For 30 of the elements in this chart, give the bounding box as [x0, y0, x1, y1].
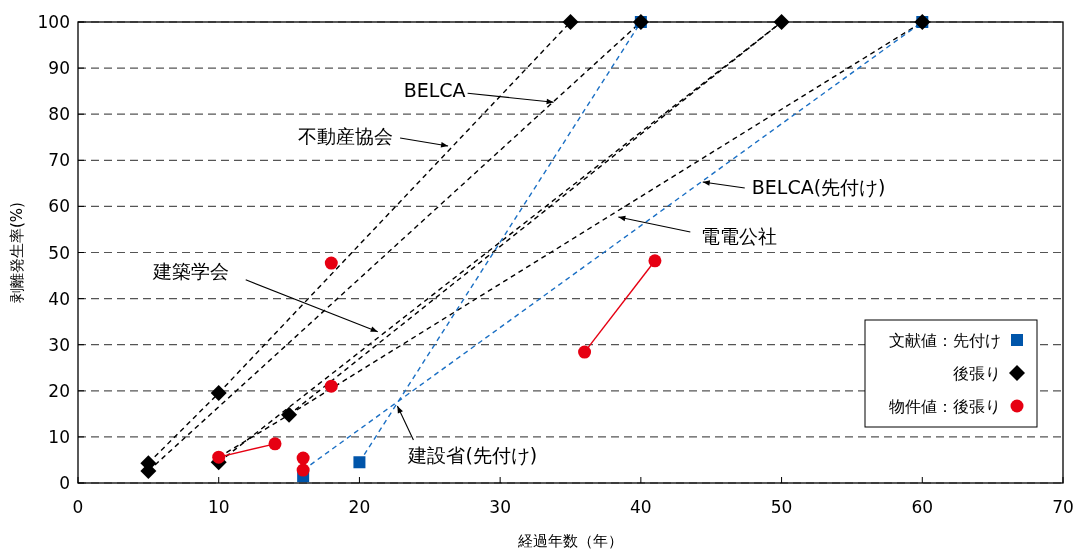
- y-tick-label: 10: [48, 426, 70, 447]
- y-tick-label: 20: [48, 380, 70, 401]
- annotation: BELCA: [403, 79, 466, 102]
- x-axis-title: 経過年数（年）: [517, 532, 623, 549]
- x-tick-label: 40: [630, 497, 652, 517]
- x-tick-label: 50: [770, 497, 793, 517]
- x-tick-label: 10: [207, 497, 230, 517]
- y-tick-label: 40: [48, 288, 70, 309]
- legend-label: 物件値：後張り: [889, 397, 1001, 416]
- y-tick-label: 60: [48, 196, 70, 217]
- legend-label: 文献値：先付け: [889, 331, 1001, 350]
- y-tick-label: 50: [48, 242, 70, 263]
- x-tick-label: 60: [911, 497, 934, 517]
- x-tick-label: 20: [348, 497, 371, 517]
- y-tick-label: 30: [48, 334, 70, 355]
- x-tick-label: 0: [72, 497, 84, 517]
- y-tick-label: 0: [59, 473, 70, 493]
- annotation: 電電公社: [701, 225, 778, 247]
- legend-label: 後張り: [953, 364, 1001, 383]
- annotation: 建設省(先付け): [407, 444, 538, 467]
- y-tick-label: 80: [48, 104, 70, 125]
- y-tick-label: 100: [37, 12, 70, 32]
- y-axis-title: 剥離発生率(%): [8, 202, 26, 303]
- annotation: 建築学会: [151, 259, 229, 282]
- x-tick-label: 30: [489, 497, 511, 517]
- annotation: BELCA(先付け): [751, 175, 886, 198]
- y-tick-label: 90: [48, 58, 70, 79]
- y-tick-label: 70: [48, 150, 70, 171]
- annotation: 不動産協会: [298, 125, 394, 148]
- x-tick-label: 70: [1052, 497, 1074, 517]
